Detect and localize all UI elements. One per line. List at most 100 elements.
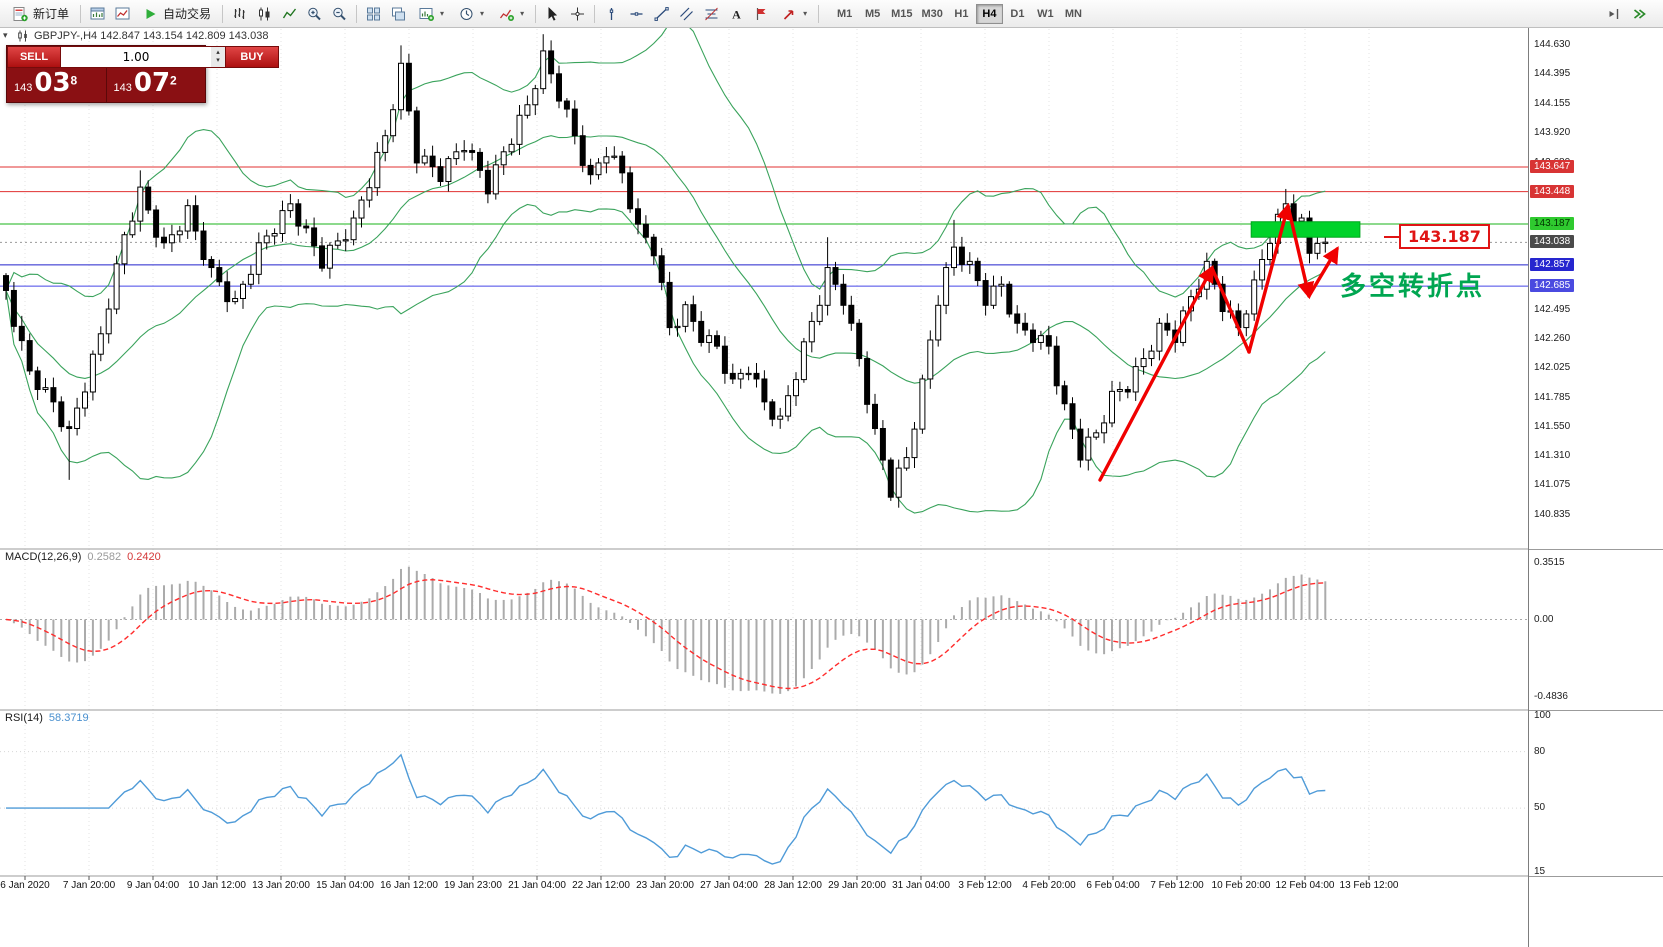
- scale-tick: -0.4836: [1534, 691, 1568, 703]
- toolbar-separator: [222, 4, 224, 23]
- horizontal-line-button[interactable]: [624, 3, 649, 25]
- tile-windows-icon: [367, 7, 381, 20]
- zoom-in-button[interactable]: [302, 3, 327, 25]
- time-label: 10 Feb 20:00: [1211, 880, 1271, 891]
- trend-arrows[interactable]: [1098, 202, 1339, 482]
- sell-button[interactable]: SELL: [7, 46, 61, 68]
- scale-tick: 142.495: [1534, 303, 1571, 315]
- candlestick-chart-button[interactable]: [252, 3, 277, 25]
- new-order-button[interactable]: 新订单: [5, 3, 76, 25]
- one-click-trading-panel: SELL ▴ ▾ BUY 143038 143072: [6, 45, 279, 103]
- text-label-button[interactable]: [749, 3, 774, 25]
- sell-price[interactable]: 143038: [7, 68, 107, 102]
- tile-windows-button[interactable]: [361, 3, 386, 25]
- timeframe-M30[interactable]: M30: [918, 4, 947, 24]
- time-label: 7 Feb 12:00: [1150, 880, 1204, 891]
- new-order-label: 新订单: [33, 7, 70, 21]
- cursor-button[interactable]: [540, 3, 565, 25]
- auto-trading-button[interactable]: 自动交易: [135, 3, 218, 25]
- time-label: 4 Feb 20:00: [1022, 880, 1076, 891]
- cascade-windows-button[interactable]: [386, 3, 411, 25]
- chart-window-button[interactable]: [85, 3, 110, 25]
- scale-tick: 141.550: [1534, 420, 1571, 432]
- time-label: 15 Jan 04:00: [316, 880, 374, 891]
- chart-shift-button[interactable]: [1602, 3, 1627, 25]
- panel-divider-extension: [1529, 549, 1663, 550]
- timeframe-group: M1 M5 M15 M30 H1 H4 D1 W1 MN: [831, 3, 1087, 24]
- horizontal-line-icon: [630, 11, 643, 16]
- scale-tick: 144.630: [1534, 39, 1571, 51]
- bollinger-bands: [5, 18, 1326, 514]
- buy-price-prefix: 143: [113, 82, 132, 94]
- clock-icon: [460, 7, 473, 20]
- buy-button[interactable]: BUY: [225, 46, 279, 68]
- volume-input[interactable]: [61, 47, 211, 67]
- trendline-button[interactable]: [649, 3, 674, 25]
- time-label: 6 Jan 2020: [0, 880, 50, 891]
- toolbar: 新订单 自动交易: [0, 0, 1663, 28]
- timeframe-H4[interactable]: H4: [975, 3, 1003, 24]
- auto-scroll-button[interactable]: [1627, 3, 1652, 25]
- chevron-down-icon: ▾: [440, 9, 445, 18]
- bar-chart-icon: [234, 7, 245, 19]
- profiles-button[interactable]: [110, 3, 135, 25]
- price-chart-area[interactable]: [0, 0, 1528, 947]
- toolbar-separator: [818, 4, 820, 23]
- vertical-line-button[interactable]: [599, 3, 624, 25]
- timeframe-W1[interactable]: W1: [1032, 4, 1059, 24]
- crosshair-icon: [571, 7, 585, 20]
- arrows-button[interactable]: ▾: [774, 3, 814, 25]
- scale-tick: 142.025: [1534, 361, 1571, 373]
- bar-chart-button[interactable]: [227, 3, 252, 25]
- sell-price-big: 03: [34, 68, 71, 98]
- time-label: 19 Jan 23:00: [444, 880, 502, 891]
- new-chart-button[interactable]: ▾: [411, 3, 451, 25]
- toolbar-separator: [356, 4, 358, 23]
- fibonacci-icon: [705, 7, 718, 20]
- crosshair-button[interactable]: [565, 3, 590, 25]
- fibonacci-button[interactable]: [699, 3, 724, 25]
- indicators-button[interactable]: ▾: [491, 3, 531, 25]
- volume-box: ▴ ▾: [61, 46, 225, 68]
- scale-tick: 144.155: [1534, 98, 1571, 110]
- oneclick-collapse-icon[interactable]: ▾: [3, 30, 8, 40]
- text-icon: A: [732, 7, 741, 21]
- channel-button[interactable]: [674, 3, 699, 25]
- scale-tick: 100: [1534, 710, 1551, 721]
- time-label: 9 Jan 04:00: [126, 880, 180, 891]
- green-zone-rectangle[interactable]: [1250, 221, 1361, 238]
- timeframe-M15[interactable]: M15: [887, 4, 916, 24]
- price-scale[interactable]: 144.630144.395144.155143.920143.680142.4…: [1528, 28, 1663, 947]
- text-button[interactable]: A: [724, 3, 749, 25]
- candlestick-icon: [259, 7, 270, 20]
- timeframe-H1[interactable]: H1: [948, 4, 975, 24]
- periods-button[interactable]: ▾: [451, 3, 491, 25]
- sell-price-sup: 8: [70, 73, 78, 88]
- timeframe-MN[interactable]: MN: [1060, 4, 1087, 24]
- buy-price[interactable]: 143072: [107, 68, 206, 102]
- rsi-name: RSI(14): [5, 712, 43, 724]
- price-badge: 142.857: [1530, 257, 1575, 271]
- macd-name: MACD(12,26,9): [5, 551, 82, 563]
- line-chart-icon: [282, 8, 297, 18]
- price-callout-box[interactable]: 143.187: [1399, 224, 1490, 249]
- timeframe-M5[interactable]: M5: [859, 4, 886, 24]
- toolbar-separator: [535, 4, 537, 23]
- timeframe-D1[interactable]: D1: [1004, 4, 1031, 24]
- buy-price-sup: 2: [170, 73, 177, 88]
- zoom-out-button[interactable]: [327, 3, 352, 25]
- time-label: 10 Jan 12:00: [188, 880, 246, 891]
- time-axis[interactable]: 6 Jan 2020 7 Jan 20:00 9 Jan 04:00 10 Jan 1…: [0, 878, 1528, 896]
- timeframe-M1[interactable]: M1: [831, 4, 858, 24]
- toolbar-separator: [80, 4, 82, 23]
- volume-down-button[interactable]: ▾: [216, 57, 220, 64]
- buy-price-big: 07: [133, 68, 171, 98]
- volume-up-button[interactable]: ▴: [216, 49, 220, 56]
- price-badge: 143.187: [1530, 216, 1575, 230]
- line-chart-button[interactable]: [277, 3, 302, 25]
- time-label: 28 Jan 12:00: [764, 880, 822, 891]
- scale-tick: 140.835: [1534, 509, 1571, 521]
- chinese-annotation-text[interactable]: 多空转折点: [1340, 272, 1486, 302]
- scale-tick: 142.260: [1534, 332, 1571, 344]
- scale-tick: 0.3515: [1534, 557, 1565, 568]
